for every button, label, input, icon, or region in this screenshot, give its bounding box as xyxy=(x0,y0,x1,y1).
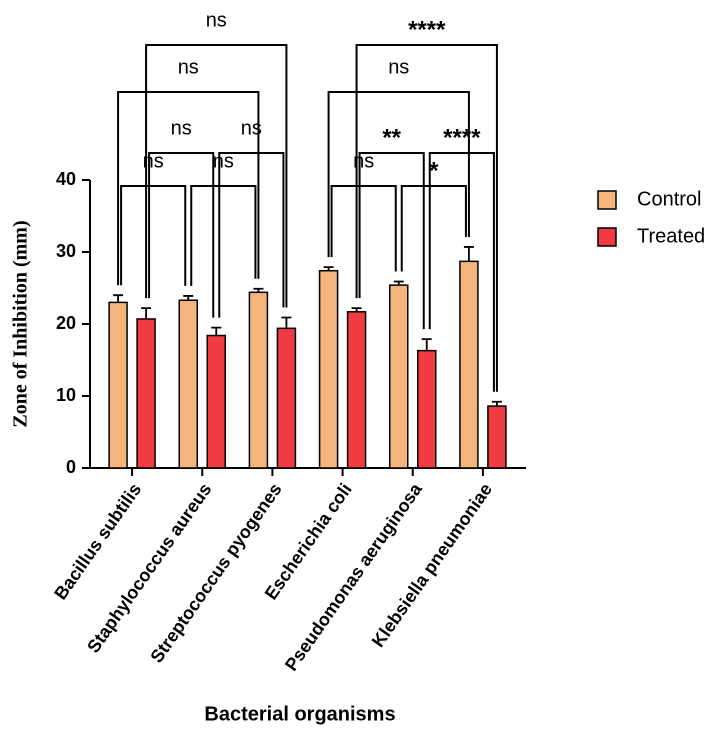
bar xyxy=(459,260,479,469)
significance-bracket xyxy=(330,185,397,272)
significance-label: **** xyxy=(443,124,481,151)
error-bar xyxy=(281,316,292,329)
x-tick-label: Staphylococcus aureus xyxy=(83,480,215,657)
significance-bracket xyxy=(327,91,470,258)
y-tick-label: 0 xyxy=(66,457,76,477)
error-bar xyxy=(421,338,432,351)
bar xyxy=(178,299,198,469)
error-bar xyxy=(211,326,222,336)
error-bar xyxy=(113,294,124,303)
bar xyxy=(417,349,437,469)
bar xyxy=(276,327,297,469)
x-tick-label: Pseudomonas aeruginosa xyxy=(281,479,426,675)
x-axis-title: Bacterial organisms xyxy=(204,703,395,725)
significance-bracket xyxy=(190,185,257,286)
significance-label: ns xyxy=(213,150,234,172)
bar xyxy=(206,334,226,469)
error-bar xyxy=(183,295,194,301)
bar xyxy=(318,269,339,469)
x-tick-label: Streptococcus pyogenes xyxy=(146,480,285,667)
significance-bracket xyxy=(117,91,260,286)
bar xyxy=(108,301,128,469)
error-bar xyxy=(393,280,404,286)
significance-label: **** xyxy=(408,16,446,43)
significance-bracket xyxy=(218,152,285,318)
error-bar xyxy=(491,400,502,407)
y-tick-label: 30 xyxy=(56,241,76,261)
significance-bracket xyxy=(145,44,288,308)
bar xyxy=(389,284,409,469)
bar xyxy=(136,318,156,469)
significance-label: ns xyxy=(241,117,262,139)
x-tick-label: Klebsiella pneumoniae xyxy=(368,480,496,651)
y-tick-label: 40 xyxy=(56,169,76,189)
significance-label: ns xyxy=(388,56,409,78)
error-bar xyxy=(463,246,474,262)
significance-label: * xyxy=(429,157,439,184)
legend-label: Control xyxy=(637,188,701,210)
significance-bracket xyxy=(355,44,498,392)
error-bar xyxy=(351,307,362,312)
significance-bracket xyxy=(358,152,425,330)
y-axis-title: Zone of Inhibition (mm) xyxy=(10,220,32,427)
significance-bracket xyxy=(120,185,187,286)
error-bar xyxy=(323,266,334,271)
significance-label: ** xyxy=(382,124,401,151)
significance-label: ns xyxy=(143,150,164,172)
y-tick-label: 10 xyxy=(56,385,76,405)
legend-swatch xyxy=(597,227,617,247)
error-bar xyxy=(141,307,152,319)
significance-bracket xyxy=(428,152,495,392)
significance-label: ns xyxy=(206,9,227,31)
error-bar xyxy=(253,287,264,293)
significance-label: ns xyxy=(171,117,192,139)
legend-label: Treated xyxy=(637,225,705,247)
significance-label: ns xyxy=(178,56,199,78)
legend-swatch xyxy=(597,190,617,210)
bar xyxy=(487,405,507,469)
significance-label: ns xyxy=(353,150,374,172)
y-tick-label: 20 xyxy=(56,313,76,333)
significance-bracket xyxy=(148,152,215,318)
bar xyxy=(346,311,367,469)
bar xyxy=(248,291,269,469)
significance-bracket xyxy=(400,185,467,272)
